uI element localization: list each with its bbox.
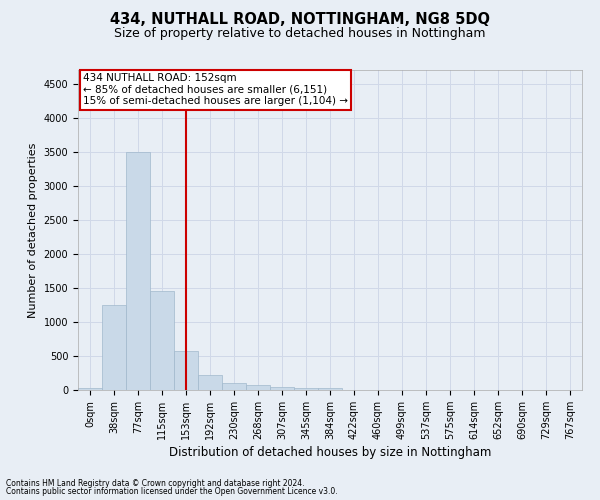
Text: 434 NUTHALL ROAD: 152sqm
← 85% of detached houses are smaller (6,151)
15% of sem: 434 NUTHALL ROAD: 152sqm ← 85% of detach… — [83, 73, 348, 106]
Bar — [246, 385, 270, 390]
Bar — [150, 290, 174, 390]
Bar — [270, 386, 294, 390]
X-axis label: Distribution of detached houses by size in Nottingham: Distribution of detached houses by size … — [169, 446, 491, 459]
Bar — [318, 388, 342, 390]
Text: Size of property relative to detached houses in Nottingham: Size of property relative to detached ho… — [114, 28, 486, 40]
Text: 434, NUTHALL ROAD, NOTTINGHAM, NG8 5DQ: 434, NUTHALL ROAD, NOTTINGHAM, NG8 5DQ — [110, 12, 490, 28]
Bar — [126, 152, 150, 390]
Bar — [102, 305, 126, 390]
Bar — [174, 351, 198, 390]
Bar — [198, 375, 222, 390]
Text: Contains HM Land Registry data © Crown copyright and database right 2024.: Contains HM Land Registry data © Crown c… — [6, 478, 305, 488]
Text: Contains public sector information licensed under the Open Government Licence v3: Contains public sector information licen… — [6, 487, 338, 496]
Bar — [78, 388, 102, 390]
Bar — [222, 382, 246, 390]
Y-axis label: Number of detached properties: Number of detached properties — [28, 142, 38, 318]
Bar — [294, 388, 318, 390]
